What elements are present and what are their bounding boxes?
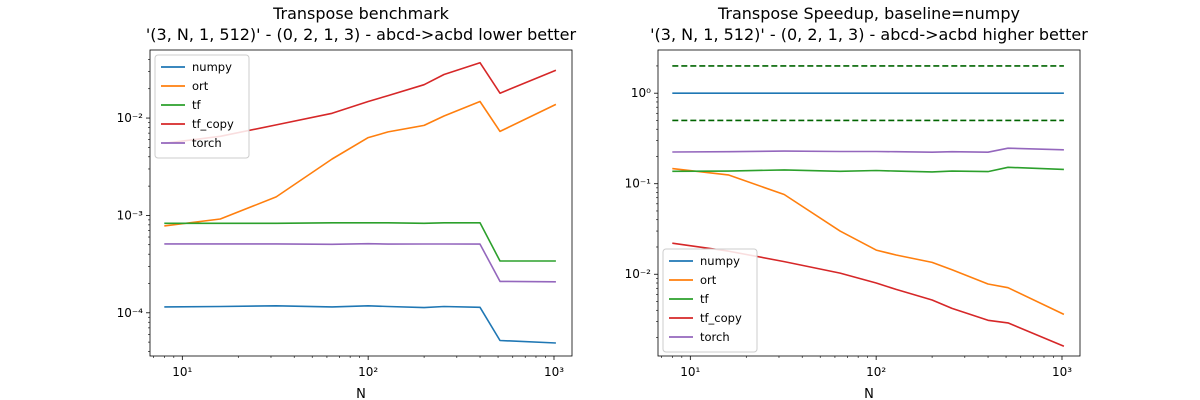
series-line-numpy [164,304,556,344]
legend-label: tf_copy [700,311,742,325]
y-tick-label: 10⁻² [625,267,652,281]
legend-label: ort [700,273,717,287]
legend-box [662,248,758,353]
y-tick-label: 10⁻² [117,111,144,125]
y-tick-label: 10⁻¹ [625,177,652,191]
series-line-tf-copy [164,61,557,145]
chart-title-line2: '(3, N, 1, 512)' - (0, 2, 1, 3) - abcd->… [650,25,1088,44]
series-line-ort [672,167,1065,316]
chart-title-line1: Transpose benchmark [272,4,450,23]
x-tick-label: 10² [866,365,886,379]
plot-area: 10¹ 10² 10³ 10⁻⁴ 10⁻³ 10⁻² numpy ort tf tf_copyto… [117,49,573,379]
legend-label: tf [700,292,710,306]
legend-label: tf [192,98,202,112]
y-tick-label: 10⁻³ [117,208,144,222]
legend-label: torch [700,330,730,344]
legend-box [154,54,250,159]
chart-title-line1: Transpose Speedup, baseline=numpy [717,4,1020,23]
legend-label: numpy [192,60,232,74]
x-tick-label: 10² [358,365,378,379]
series-line-torch [672,147,1064,153]
axes-frame [657,49,1081,357]
axes-frame [149,49,573,357]
series-line-tf [164,222,556,262]
series-line-ort [164,100,557,227]
y-tick-label: 10⁰ [631,86,651,100]
legend-label: torch [192,136,222,150]
series-line-tf [672,166,1064,173]
y-tick-label: 10⁻⁴ [117,306,144,320]
series-line-torch [164,242,556,283]
speedup-chart: Transpose Speedup, baseline=numpy '(3, N… [625,4,1089,400]
x-tick-label: 10³ [544,365,564,379]
chart-title-line2: '(3, N, 1, 512)' - (0, 2, 1, 3) - abcd->… [146,25,577,44]
legend-label: ort [192,79,209,93]
x-axis-label: N [356,387,366,400]
x-axis-label: N [864,387,874,400]
x-tick-label: 10¹ [680,365,700,379]
plot-area: 10¹ 10² 10³ 10⁻² 10⁻¹ 10⁰ numpy ort tf tf_copytor… [625,49,1081,379]
benchmark-chart: Transpose benchmark '(3, N, 1, 512)' - (… [117,4,577,400]
legend-label: tf_copy [192,117,234,131]
series-line-tf-copy [672,242,1065,348]
x-tick-label: 10¹ [172,365,192,379]
x-tick-label: 10³ [1052,365,1072,379]
legend-label: numpy [700,254,740,268]
